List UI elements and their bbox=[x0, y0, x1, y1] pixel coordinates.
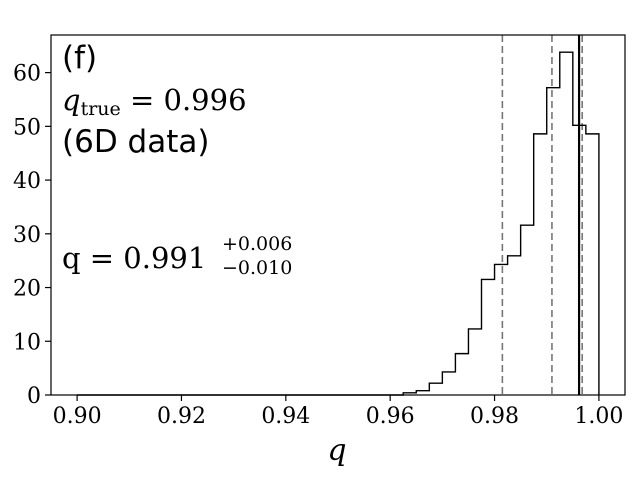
dataset-label: (6D data) bbox=[62, 124, 209, 160]
y-tick-label: 20 bbox=[13, 277, 41, 302]
y-axis-ticks: 0 10 20 30 40 50 60 bbox=[13, 62, 51, 409]
y-tick-label: 30 bbox=[13, 223, 41, 248]
histogram-bin bbox=[521, 225, 534, 395]
x-axis-label: q bbox=[327, 433, 346, 468]
reference-lines bbox=[501, 35, 584, 395]
histogram-bin bbox=[508, 256, 521, 395]
y-tick-label: 60 bbox=[13, 62, 41, 87]
q-true-symbol: q bbox=[62, 83, 81, 117]
y-tick-label: 50 bbox=[13, 115, 41, 140]
panel-label: (f) bbox=[62, 40, 97, 76]
histogram-bin bbox=[429, 383, 442, 395]
q-estimate-lower-error: −0.010 bbox=[222, 257, 292, 279]
q-estimate-upper-error: +0.006 bbox=[222, 233, 292, 255]
histogram-bin bbox=[416, 391, 429, 395]
histogram-bin bbox=[495, 264, 508, 395]
histogram-bin bbox=[482, 279, 495, 395]
x-tick-label: 0.98 bbox=[470, 404, 519, 429]
x-tick-label: 0.92 bbox=[157, 404, 206, 429]
x-tick-label: 1.00 bbox=[574, 404, 623, 429]
q-true-annotation: qtrue = 0.996 bbox=[62, 83, 247, 120]
histogram-bin bbox=[560, 52, 573, 395]
histogram-bin bbox=[547, 88, 560, 395]
histogram-bin bbox=[534, 134, 547, 395]
q-true-value: = 0.996 bbox=[121, 83, 247, 117]
histogram-bin bbox=[468, 329, 481, 395]
q-true-subscript: true bbox=[81, 98, 121, 120]
histogram-bin bbox=[586, 134, 599, 395]
histogram-bin bbox=[442, 372, 455, 395]
x-tick-label: 0.96 bbox=[366, 404, 415, 429]
histogram-bin bbox=[573, 125, 586, 395]
x-axis-ticks: 0.90 0.92 0.94 0.96 0.98 1.00 bbox=[53, 395, 623, 429]
x-tick-label: 0.90 bbox=[53, 404, 102, 429]
y-tick-label: 40 bbox=[13, 169, 41, 194]
y-tick-label: 10 bbox=[13, 330, 41, 355]
x-tick-label: 0.94 bbox=[261, 404, 310, 429]
y-tick-label: 0 bbox=[27, 384, 41, 409]
plot-frame bbox=[50, 34, 626, 396]
q-estimate: q = 0.991 bbox=[62, 241, 206, 275]
histogram-bin bbox=[455, 354, 468, 395]
